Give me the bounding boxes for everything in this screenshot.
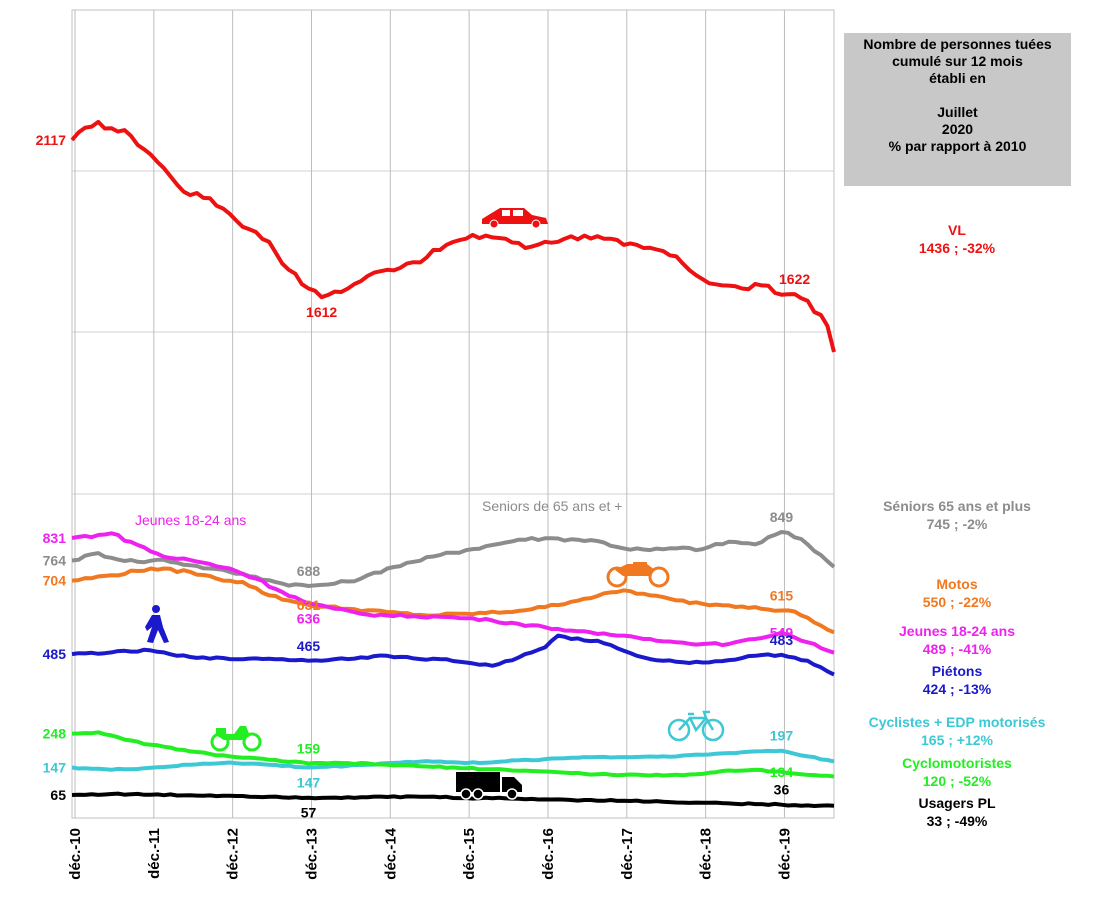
plot-frame: [71, 9, 835, 819]
x-tick-label: déc.-15: [461, 828, 478, 880]
legend-cyclomotoristes-name: Cyclomotoristes: [902, 755, 1012, 771]
legend-vl-value: 1436 ; -32%: [918, 240, 996, 256]
legend-cyclomotoristes-value: 120 ; -52%: [922, 773, 992, 789]
data-label-seniors: 764: [43, 552, 67, 568]
legend-cyclistes: Cyclistes + EDP motorisés 165 ; +12%: [827, 713, 1087, 749]
legend-motos: Motos 550 ; -22%: [827, 575, 1087, 611]
legend-pietons: Piétons 424 ; -13%: [827, 662, 1087, 698]
info-spacer: [844, 87, 1071, 104]
data-label-cyclistes: 147: [43, 759, 67, 775]
series-line-pietons: [71, 633, 835, 677]
x-tick-label: déc.-13: [303, 828, 320, 880]
series-line-vl: [70, 119, 836, 353]
legend-vl: VL 1436 ; -32%: [827, 221, 1087, 257]
data-labels: 2117161216227646888497046316158316365494…: [36, 132, 811, 821]
x-tick-label: déc.-19: [776, 828, 793, 880]
x-tick-label: déc.-10: [67, 828, 84, 880]
legend-pietons-value: 424 ; -13%: [922, 681, 992, 697]
car-icon: [482, 208, 548, 229]
data-label-jeunes: 636: [297, 610, 321, 626]
legend-jeunes-value: 489 ; -41%: [922, 641, 992, 657]
data-label-pl: 65: [50, 787, 66, 803]
data-label-seniors: 849: [770, 509, 794, 525]
x-tick-label: déc.-17: [619, 828, 636, 880]
annotation-seniors: Seniors de 65 ans et +: [482, 498, 623, 514]
data-label-vl: 2117: [36, 132, 67, 148]
series-line-cyclomotoristes: [71, 730, 835, 779]
legend-pl-value: 33 ; -49%: [926, 813, 988, 829]
legend-vl-name: VL: [948, 222, 966, 238]
info-month: Juillet: [937, 104, 978, 120]
legend-seniors: Séniors 65 ans et plus 745 ; -2%: [827, 497, 1087, 533]
x-axis-ticks: déc.-10 déc.-11 déc.-12 déc.-13 déc.-14 déc.-…: [67, 827, 793, 879]
data-label-cyclistes: 147: [297, 774, 321, 790]
data-label-cyclomotoristes: 134: [770, 764, 794, 780]
data-label-pietons: 485: [43, 646, 67, 662]
data-label-pietons: 465: [297, 638, 321, 654]
series-line-pl: [71, 791, 835, 808]
vehicle-icons: [145, 208, 725, 800]
x-tick-label: déc.-18: [698, 828, 715, 880]
series-lines: [70, 119, 836, 808]
data-label-jeunes: 549: [770, 625, 794, 641]
legend-cyclomotoristes: Cyclomotoristes 120 ; -52%: [827, 754, 1087, 790]
legend-pietons-name: Piétons: [931, 663, 983, 679]
info-year: 2020: [941, 121, 974, 137]
series-line-motos: [71, 566, 835, 635]
legend-motos-name: Motos: [936, 576, 978, 592]
legend-seniors-name: Séniors 65 ans et plus: [883, 498, 1031, 514]
motorbike-icon: [606, 562, 670, 588]
legend-cyclistes-name: Cyclistes + EDP motorisés: [868, 714, 1046, 730]
x-tick-label: déc.-14: [382, 827, 399, 879]
data-label-motos: 631: [297, 597, 321, 613]
x-tick-label: déc.-12: [225, 828, 242, 880]
data-label-cyclomotoristes: 248: [43, 726, 67, 742]
legend-pl-name: Usagers PL: [918, 795, 996, 811]
series-line-seniors: [71, 530, 836, 588]
data-label-pl: 57: [301, 805, 317, 821]
info-box: Nombre de personnes tuées cumulé sur 12 …: [844, 33, 1071, 186]
x-tick-label: déc.-11: [146, 828, 163, 879]
legend-jeunes-name: Jeunes 18-24 ans: [899, 623, 1015, 639]
series-line-cyclistes: [71, 748, 835, 772]
data-label-vl: 1612: [306, 304, 337, 320]
info-line-1: Nombre de personnes tuées: [863, 36, 1052, 52]
grid-lines: [71, 9, 835, 819]
data-label-seniors: 688: [297, 563, 321, 579]
data-label-motos: 704: [43, 573, 67, 589]
legend-pl: Usagers PL 33 ; -49%: [827, 794, 1087, 830]
moped-icon: [210, 726, 262, 752]
legend-cyclistes-value: 165 ; +12%: [921, 732, 993, 748]
legend-motos-value: 550 ; -22%: [922, 594, 992, 610]
data-label-vl: 1622: [779, 271, 810, 287]
info-line-2: cumulé sur 12 mois: [892, 53, 1023, 69]
x-tick-label: déc.-16: [540, 828, 557, 880]
pedestrian-icon: [145, 605, 169, 643]
info-note: % par rapport à 2010: [888, 138, 1027, 154]
data-label-pietons: 483: [770, 632, 794, 648]
data-label-motos: 615: [770, 587, 794, 603]
legend-jeunes: Jeunes 18-24 ans 489 ; -41%: [827, 622, 1087, 658]
truck-icon: [456, 772, 522, 800]
data-label-cyclomotoristes: 159: [297, 740, 321, 756]
data-label-jeunes: 831: [43, 530, 67, 546]
legend-seniors-value: 745 ; -2%: [926, 516, 988, 532]
series-line-jeunes: [71, 531, 835, 655]
bicycle-icon: [667, 710, 725, 742]
data-label-pl: 36: [774, 782, 790, 798]
data-label-cyclistes: 197: [770, 728, 794, 744]
annotation-jeunes: Jeunes 18-24 ans: [135, 512, 246, 528]
info-line-3: établi en: [929, 70, 986, 86]
